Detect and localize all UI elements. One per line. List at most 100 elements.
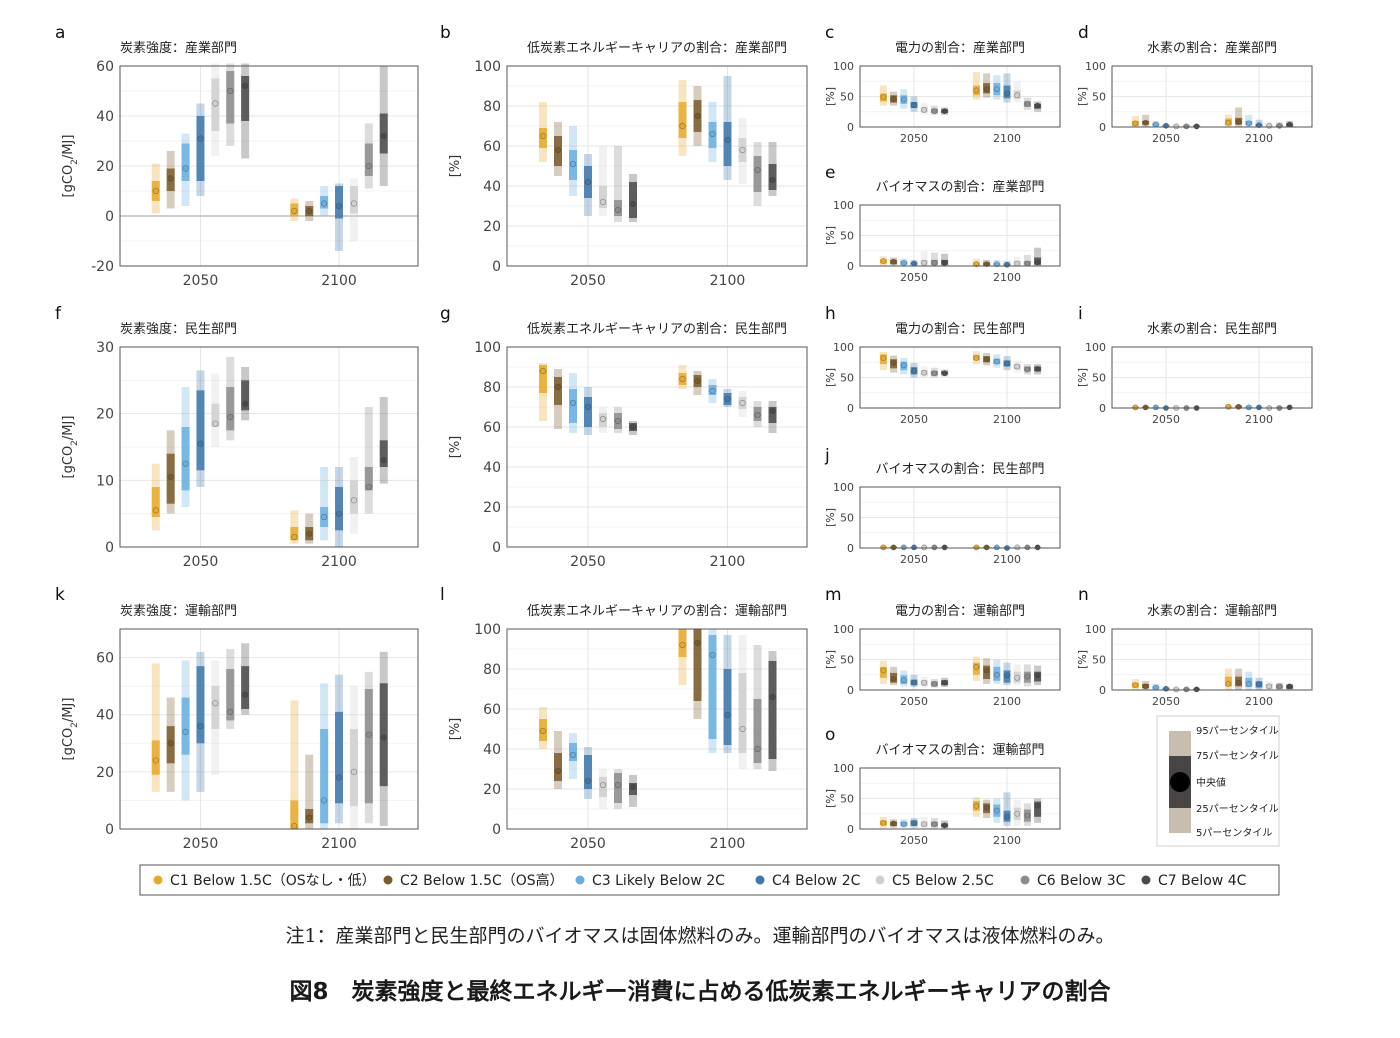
box-C2-2050 [890,91,898,106]
box-C7-2050 [941,820,949,829]
median-point [291,207,298,215]
median-point [941,822,948,829]
median-point [983,667,990,674]
median-point [983,804,990,811]
box-C5-2100 [349,457,358,534]
median-point [599,415,607,423]
median-point [724,136,731,144]
median-point [629,423,637,431]
median-point [983,86,990,93]
panel-letter: l [440,585,445,605]
iqr-band [196,666,205,744]
box-C4-2050 [910,362,918,378]
iqr-band [584,397,592,427]
iqr-band [738,673,747,753]
box-C5-2050 [211,373,220,447]
median-point [1173,686,1180,693]
figure-note: 注1：産業部門と民生部門のバイオマスは固体燃料のみ。運輸部門のバイオマスは液体燃… [285,925,1115,947]
y-tick-label: 20 [96,407,114,423]
box-C1-2050 [1131,116,1139,127]
median-point [242,400,249,407]
box-C7-2100 [1286,120,1294,128]
box-C1-2100 [678,80,687,156]
median-point [1183,123,1190,130]
median-point [1014,260,1021,267]
box-C3-2050 [900,670,908,687]
box-C3-2100 [320,186,329,216]
box-C1-2050 [879,256,887,266]
box-C7-2100 [1034,364,1042,375]
box-C6-2100 [753,645,762,769]
group-legend: C1 Below 1.5C（OSなし・低） C2 Below 1.5C（OS高） C… [139,864,1280,896]
median-point [197,723,204,730]
box-C1-2100 [678,629,687,685]
median-point [1266,683,1273,690]
legend-item-C4: C4 Below 2C [755,873,861,889]
y-tick-label: 40 [96,708,114,724]
y-tick-label: 60 [483,420,501,436]
panel-letter: g [440,304,451,324]
y-tick-label: 100 [833,762,854,775]
median-point [365,731,372,738]
y-tick-label: 0 [847,121,854,134]
box-C3-2100 [993,798,1001,823]
box-C7-2050 [629,775,637,807]
box-C3-2100 [993,659,1001,684]
box-C4-2050 [196,103,205,196]
median-point [554,383,562,391]
median-point [1286,404,1293,411]
box-C3-2050 [569,733,577,779]
panel-letter: a [55,23,65,43]
iqr-band [151,487,160,517]
whisker-band [364,407,373,514]
box-C5-2050 [599,146,607,216]
panel-letter: f [55,304,62,324]
x-tick-label: 2100 [993,413,1021,426]
box-C6-2050 [930,367,938,378]
median-point [900,362,907,369]
y-tick-label: 60 [96,59,114,75]
legend-swatch [383,875,393,885]
x-tick-label: 2050 [570,836,606,852]
box-C2-2100 [983,658,991,684]
panel-title: 低炭素エネルギーキャリアの割合：民生部門 [527,321,787,337]
plot-frame [859,486,1061,549]
iqr-band [723,122,732,166]
median-point [941,260,948,266]
x-tick-label: 2050 [900,271,928,284]
median-point [1225,681,1232,687]
panel-letter: m [825,585,842,605]
x-tick-label: 2100 [1245,132,1273,145]
iqr-band [379,440,388,467]
median-point [880,544,887,551]
median-point [1173,123,1180,130]
y-tick-label: 50 [840,654,854,667]
y-tick-label: 0 [1099,402,1106,415]
median-point [1034,102,1041,109]
median-point [569,160,577,168]
x-tick-label: 2100 [710,836,746,852]
median-point [614,417,622,425]
box-C2-2050 [890,666,898,686]
box-C1-2050 [151,463,160,531]
y-axis-label: [%] [824,368,837,387]
box-C2-2100 [983,259,991,268]
median-point [1235,403,1242,410]
box-C2-2100 [693,371,702,395]
box-C5-2050 [599,407,607,433]
y-tick-label: 40 [96,109,114,125]
median-point [1286,121,1293,128]
median-point [973,663,980,670]
box-legend-median [1170,772,1190,792]
panel-k: 0 20 40 60 2050 2100 [gCO2/MJ] 炭素強度：運輸部門 k [55,585,419,852]
box-C2-2050 [1142,404,1150,411]
box-C4-2050 [196,370,205,487]
box-C3-2050 [900,258,908,266]
box-C7-2050 [629,421,637,435]
box-C5-2100 [1265,681,1273,690]
iqr-band [768,661,777,759]
box-C5-2100 [349,178,358,241]
box-C3-2100 [708,379,717,403]
median-point [182,460,189,467]
